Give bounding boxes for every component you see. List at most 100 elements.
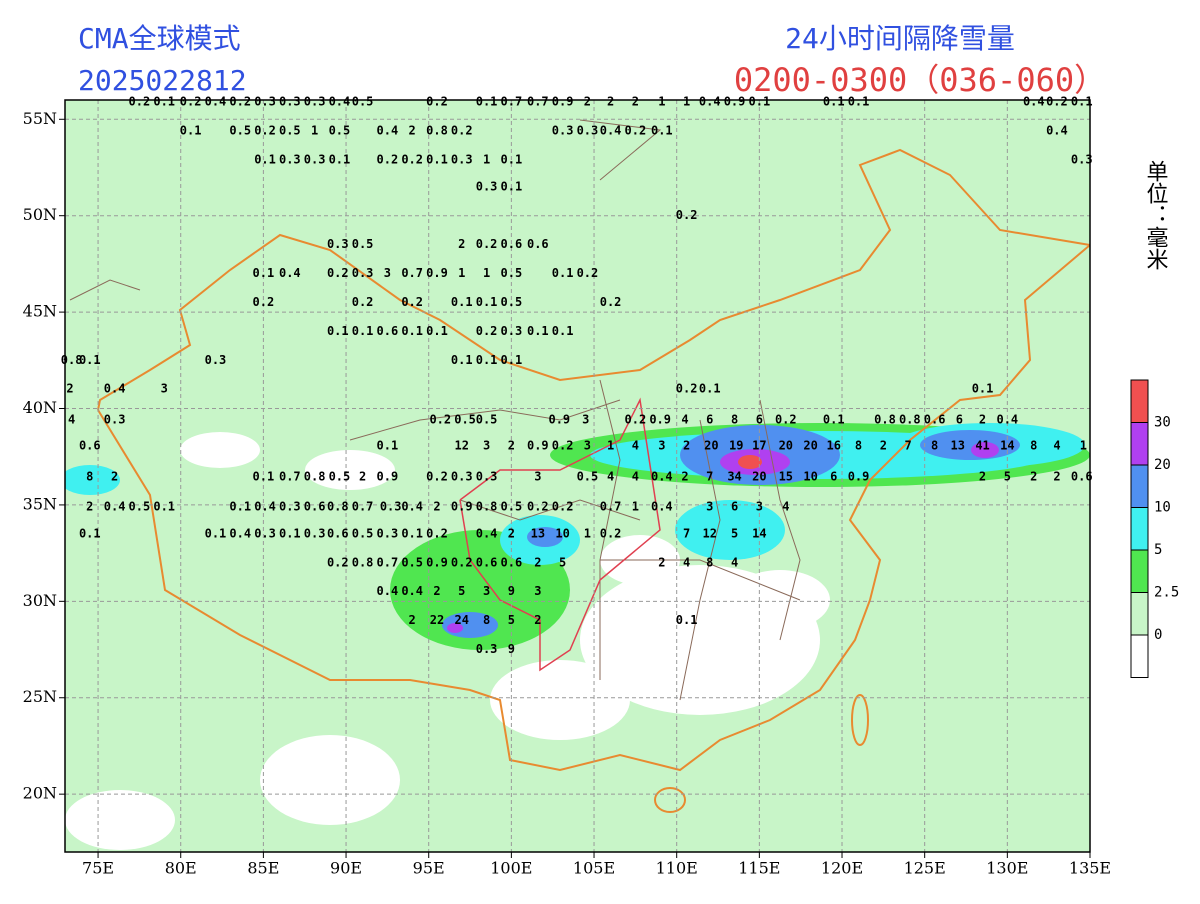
station-value: 0.3 [254,94,276,108]
station-value: 0.2 [775,413,797,427]
station-value: 4 [731,555,738,569]
station-value: 0.2 [476,237,498,251]
station-value: 7 [683,526,690,540]
station-value: 0.4 [401,584,423,598]
station-value: 6 [956,413,963,427]
station-value: 2 [632,94,639,108]
station-value: 0.5 [454,413,476,427]
legend-label: 5 [1154,542,1162,558]
station-value: 0.9 [724,94,746,108]
station-value: 0.1 [79,353,101,367]
init-time: 2025022812 [78,64,247,97]
x-tick-label: 110E [656,859,698,878]
station-value: 1 [483,266,490,280]
station-value: 10 [555,526,569,540]
station-value: 0.1 [229,499,251,513]
station-value: 16 [827,439,841,453]
station-value: 0.3 [501,324,523,338]
station-value: 0.6 [501,555,523,569]
map-frame [64,99,1091,853]
station-value: 0.3 [254,526,276,540]
station-value: 0.5 [352,94,374,108]
station-value: 0.4 [279,266,301,280]
station-value: 0.3 [304,94,326,108]
station-value: 0.2 [625,123,647,137]
station-value: 3 [483,439,490,453]
stations: 12 3 2 0.9 0.2 3 1 4 3 2 20 19 17 20 20 16 8 2 7 8 13 41 14 8 4 1… [61,94,1093,656]
station-value: 0.2 [352,295,374,309]
station-value: 0.3 [1071,152,1093,166]
station-value: 3 [534,469,541,483]
station-value: 4 [681,413,688,427]
station-value: 0.2 [429,413,451,427]
legend-label: 10 [1154,500,1171,516]
station-value: 0.2 [676,208,698,222]
station-value: 0.9 [426,555,448,569]
station-value: 2 [66,382,73,396]
station-value: 0.3 [352,266,374,280]
no-snow-areas [65,432,830,850]
station-value: 0.6 [304,499,326,513]
station-value: 3 [483,584,490,598]
station-value: 0.2 [426,469,448,483]
station-value: 0.1 [823,413,845,427]
station-value: 0.2 [625,413,647,427]
legend-swatch [1130,379,1149,423]
y-tick-label: 50N [23,205,57,224]
station-value: 5 [458,584,465,598]
station-value: 2 [508,526,515,540]
station-value: 0.2 [327,555,349,569]
station-value: 0.4 [104,499,126,513]
legend-swatch [1130,549,1149,593]
station-value: 0.9 [548,413,570,427]
station-value: 0.6 [377,324,399,338]
x-tick-label: 130E [986,859,1028,878]
station-value: 0.8 [61,353,83,367]
product-title: 24小时间隔降雪量 [785,22,1015,55]
station-value: 3 [384,266,391,280]
station-value: 0.3 [279,94,301,108]
station-value: 2 [409,123,416,137]
station-value: 4 [68,413,75,427]
station-value: 12 [703,526,717,540]
x-tick-label: 90E [330,859,362,878]
station-value: 0.4 [651,499,673,513]
station-value: 0.6 [476,555,498,569]
station-value: 0.4 [651,469,673,483]
station-value: 2 [1053,469,1060,483]
station-value: 2 [359,469,366,483]
station-value: 10 [803,469,817,483]
station-value: 0.1 [476,295,498,309]
station-value: 5 [1004,469,1011,483]
station-value: 0.2 [377,152,399,166]
station-value: 20 [779,439,793,453]
station-value: 0.5 [401,555,423,569]
station-value: 0.4 [1046,123,1068,137]
station-value: 0.1 [329,152,351,166]
station-value: 0.9 [649,413,671,427]
station-value: 0.3 [304,152,326,166]
station-value: 0.2 [229,94,251,108]
station-value: 0.1 [676,613,698,627]
station-value: 13 [531,526,545,540]
station-value: 0.7 [501,94,523,108]
station-value: 6 [706,413,713,427]
x-tick-label: 105E [573,859,615,878]
station-value: 5 [559,555,566,569]
station-value: 0.8 [476,499,498,513]
station-value: 0.1 [153,499,175,513]
station-value: 41 [975,439,989,453]
x-tick-label: 115E [738,859,780,878]
y-tick-label: 35N [23,494,57,513]
station-value: 0.5 [229,123,251,137]
station-value: 17 [752,439,766,453]
station-value: 0.7 [377,555,399,569]
station-value: 6 [731,499,738,513]
station-value: 0.2 [476,324,498,338]
station-value: 0.4 [1023,94,1045,108]
station-value: 0.2 [180,94,202,108]
x-tick-label: 135E [1069,859,1111,878]
y-tick-label: 30N [23,591,57,610]
station-value: 2 [86,499,93,513]
